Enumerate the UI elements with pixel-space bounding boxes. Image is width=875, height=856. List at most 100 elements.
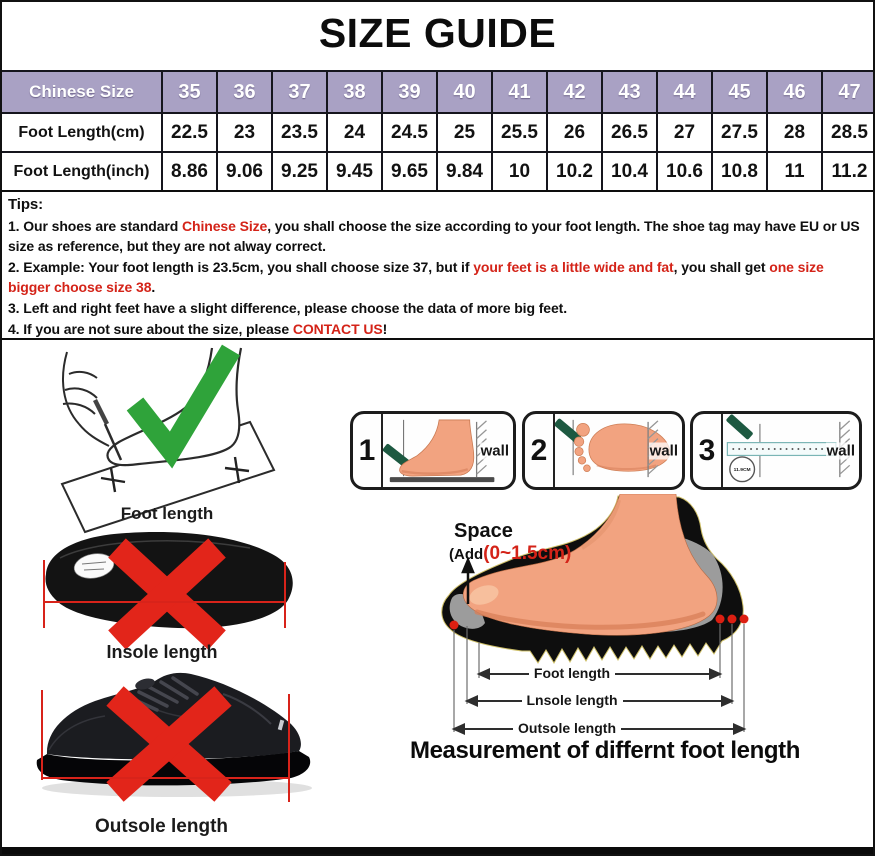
tip-highlight: your feet is a little wide and fat	[473, 258, 674, 275]
size-value-cell: 28.5	[821, 112, 873, 153]
tip-text: 3. Left and right feet have a slight dif…	[8, 299, 568, 316]
row-label-cell: Chinese Size	[2, 70, 163, 114]
size-value-cell: 25.5	[491, 112, 548, 153]
size-value-cell: 46	[766, 70, 823, 114]
panel-step-2: 2 wall	[522, 411, 685, 490]
size-value-cell: 10.8	[711, 151, 768, 192]
tips-section: Tips: 1. Our shoes are standard Chinese …	[2, 190, 873, 340]
size-table-row: Foot Length(cm) 22.5 23 23.5 24 24.5 25 25.5 26 2…	[2, 112, 873, 153]
panel-3-art: 11.9CM wall	[723, 414, 859, 487]
measuring-wedge	[383, 444, 410, 468]
space-up-arrow	[461, 556, 475, 604]
tip-line: 2. Example: Your foot length is 23.5cm, …	[8, 257, 869, 298]
measuring-wedge	[726, 414, 753, 440]
shoe-measure-lines	[41, 690, 290, 802]
ruler-note: 11.9CM	[734, 467, 751, 473]
red-x-icon	[106, 686, 232, 802]
tip-text: 4. If you are not sure about the size, p…	[8, 320, 293, 337]
guide-lines	[453, 624, 745, 732]
tip-line: 1. Our shoes are standard Chinese Size, …	[8, 216, 869, 257]
insole-toe-gap	[449, 594, 485, 629]
measuring-wedge	[555, 418, 582, 443]
wall-label: wall	[825, 442, 856, 459]
shoe-sole	[36, 751, 311, 786]
size-value-cell: 9.65	[381, 151, 438, 192]
measure-arrows	[451, 667, 747, 736]
size-value-cell: 36	[216, 70, 273, 114]
size-value-cell: 42	[546, 70, 603, 114]
insole-illustration	[43, 532, 293, 650]
space-add-note: (Add(0~1.5cm)	[449, 543, 571, 565]
size-value-cell: 25	[436, 112, 493, 153]
red-x-icon	[108, 538, 226, 650]
tip-text: 2. Example: Your foot length is 23.5cm, …	[8, 258, 474, 275]
add-value: (0~1.5cm)	[483, 543, 572, 564]
size-value-cell: 39	[381, 70, 438, 114]
insole-measure-lines	[43, 560, 286, 628]
ground-line	[389, 477, 495, 483]
arrow-label-text: Lnsole length	[521, 692, 623, 708]
sneaker-illustration	[36, 672, 312, 802]
size-value-cell: 37	[271, 70, 328, 114]
size-table-row: Chinese Size 35 36 37 38 39 40 41 42 43 44 45 46 47	[2, 70, 873, 114]
space-label: Space	[454, 520, 513, 542]
size-value-cell: 11	[766, 151, 823, 192]
ruler	[726, 442, 837, 457]
mark-cross-heel	[224, 456, 250, 484]
size-value-cell: 9.84	[436, 151, 493, 192]
size-value-cell: 22.5	[161, 112, 218, 153]
tips-heading: Tips:	[8, 196, 44, 213]
size-value-cell: 26	[546, 112, 603, 153]
tip-line: 3. Left and right feet have a slight dif…	[8, 298, 869, 319]
size-value-cell: 28	[766, 112, 823, 153]
size-value-cell: 10.4	[601, 151, 658, 192]
size-value-cell: 40	[436, 70, 493, 114]
insole-logo	[73, 553, 115, 579]
foot-length-arrow-label: Foot length	[482, 665, 662, 681]
diagram-caption: Measurement of differnt foot length	[410, 737, 800, 764]
tip-highlight: CONTACT US	[292, 320, 383, 337]
size-value-cell: 41	[491, 70, 548, 114]
mark-cross-toe	[100, 467, 126, 493]
size-value-cell: 10.6	[656, 151, 713, 192]
hand-with-pen-illustration	[62, 351, 123, 461]
size-value-cell: 26.5	[601, 112, 658, 153]
panel-step-1: 1 wall	[350, 411, 516, 490]
size-value-cell: 8.86	[161, 151, 218, 192]
shoe-laces	[129, 676, 199, 712]
size-value-cell: 24	[326, 112, 383, 153]
foot-in-shoe-diagram	[441, 494, 749, 736]
size-value-cell: 9.25	[271, 151, 328, 192]
wall-label: wall	[479, 442, 510, 459]
tip-highlight: Chinese Size	[182, 217, 268, 234]
tip-text: 1. Our shoes are standard	[8, 217, 183, 234]
size-value-cell: 10	[491, 151, 548, 192]
foot-length-label: Foot length	[120, 504, 214, 523]
size-value-cell: 47	[821, 70, 873, 114]
foot-sole-view-illustration	[555, 418, 671, 478]
tip-text: .	[151, 279, 156, 296]
arrow-label-text: Foot length	[528, 665, 616, 681]
size-value-cell: 44	[656, 70, 713, 114]
size-table: Chinese Size 35 36 37 38 39 40 41 42 43 44 45 46 47 Fo…	[2, 70, 873, 192]
page-title: SIZE GUIDE	[318, 10, 557, 56]
size-value-cell: 45	[711, 70, 768, 114]
foot-illustration	[463, 494, 718, 636]
tip-line: 4. If you are not sure about the size, p…	[8, 319, 869, 340]
size-value-cell: 27.5	[711, 112, 768, 153]
shoe-upper	[46, 672, 301, 760]
outsole-length-label: Outsole length	[95, 816, 228, 837]
tip-text: , you shall get	[673, 258, 770, 275]
measure-point-dots	[449, 614, 749, 630]
insole-length-arrow-label: Lnsole length	[482, 692, 662, 708]
tip-text: , you shall choose the size according to…	[8, 217, 860, 255]
insole-length-label: Insole length	[106, 642, 218, 662]
pen-icon	[92, 398, 110, 426]
panel-1-art: wall	[383, 414, 513, 487]
size-table-row: Foot Length(inch) 8.86 9.06 9.25 9.45 9.65 9.8…	[2, 151, 873, 192]
size-value-cell: 23	[216, 112, 273, 153]
size-value-cell: 27	[656, 112, 713, 153]
add-prefix: (Add	[449, 546, 484, 563]
bottom-black-bar	[2, 847, 873, 854]
outsole-length-arrow-label: Outsole length	[477, 720, 657, 736]
